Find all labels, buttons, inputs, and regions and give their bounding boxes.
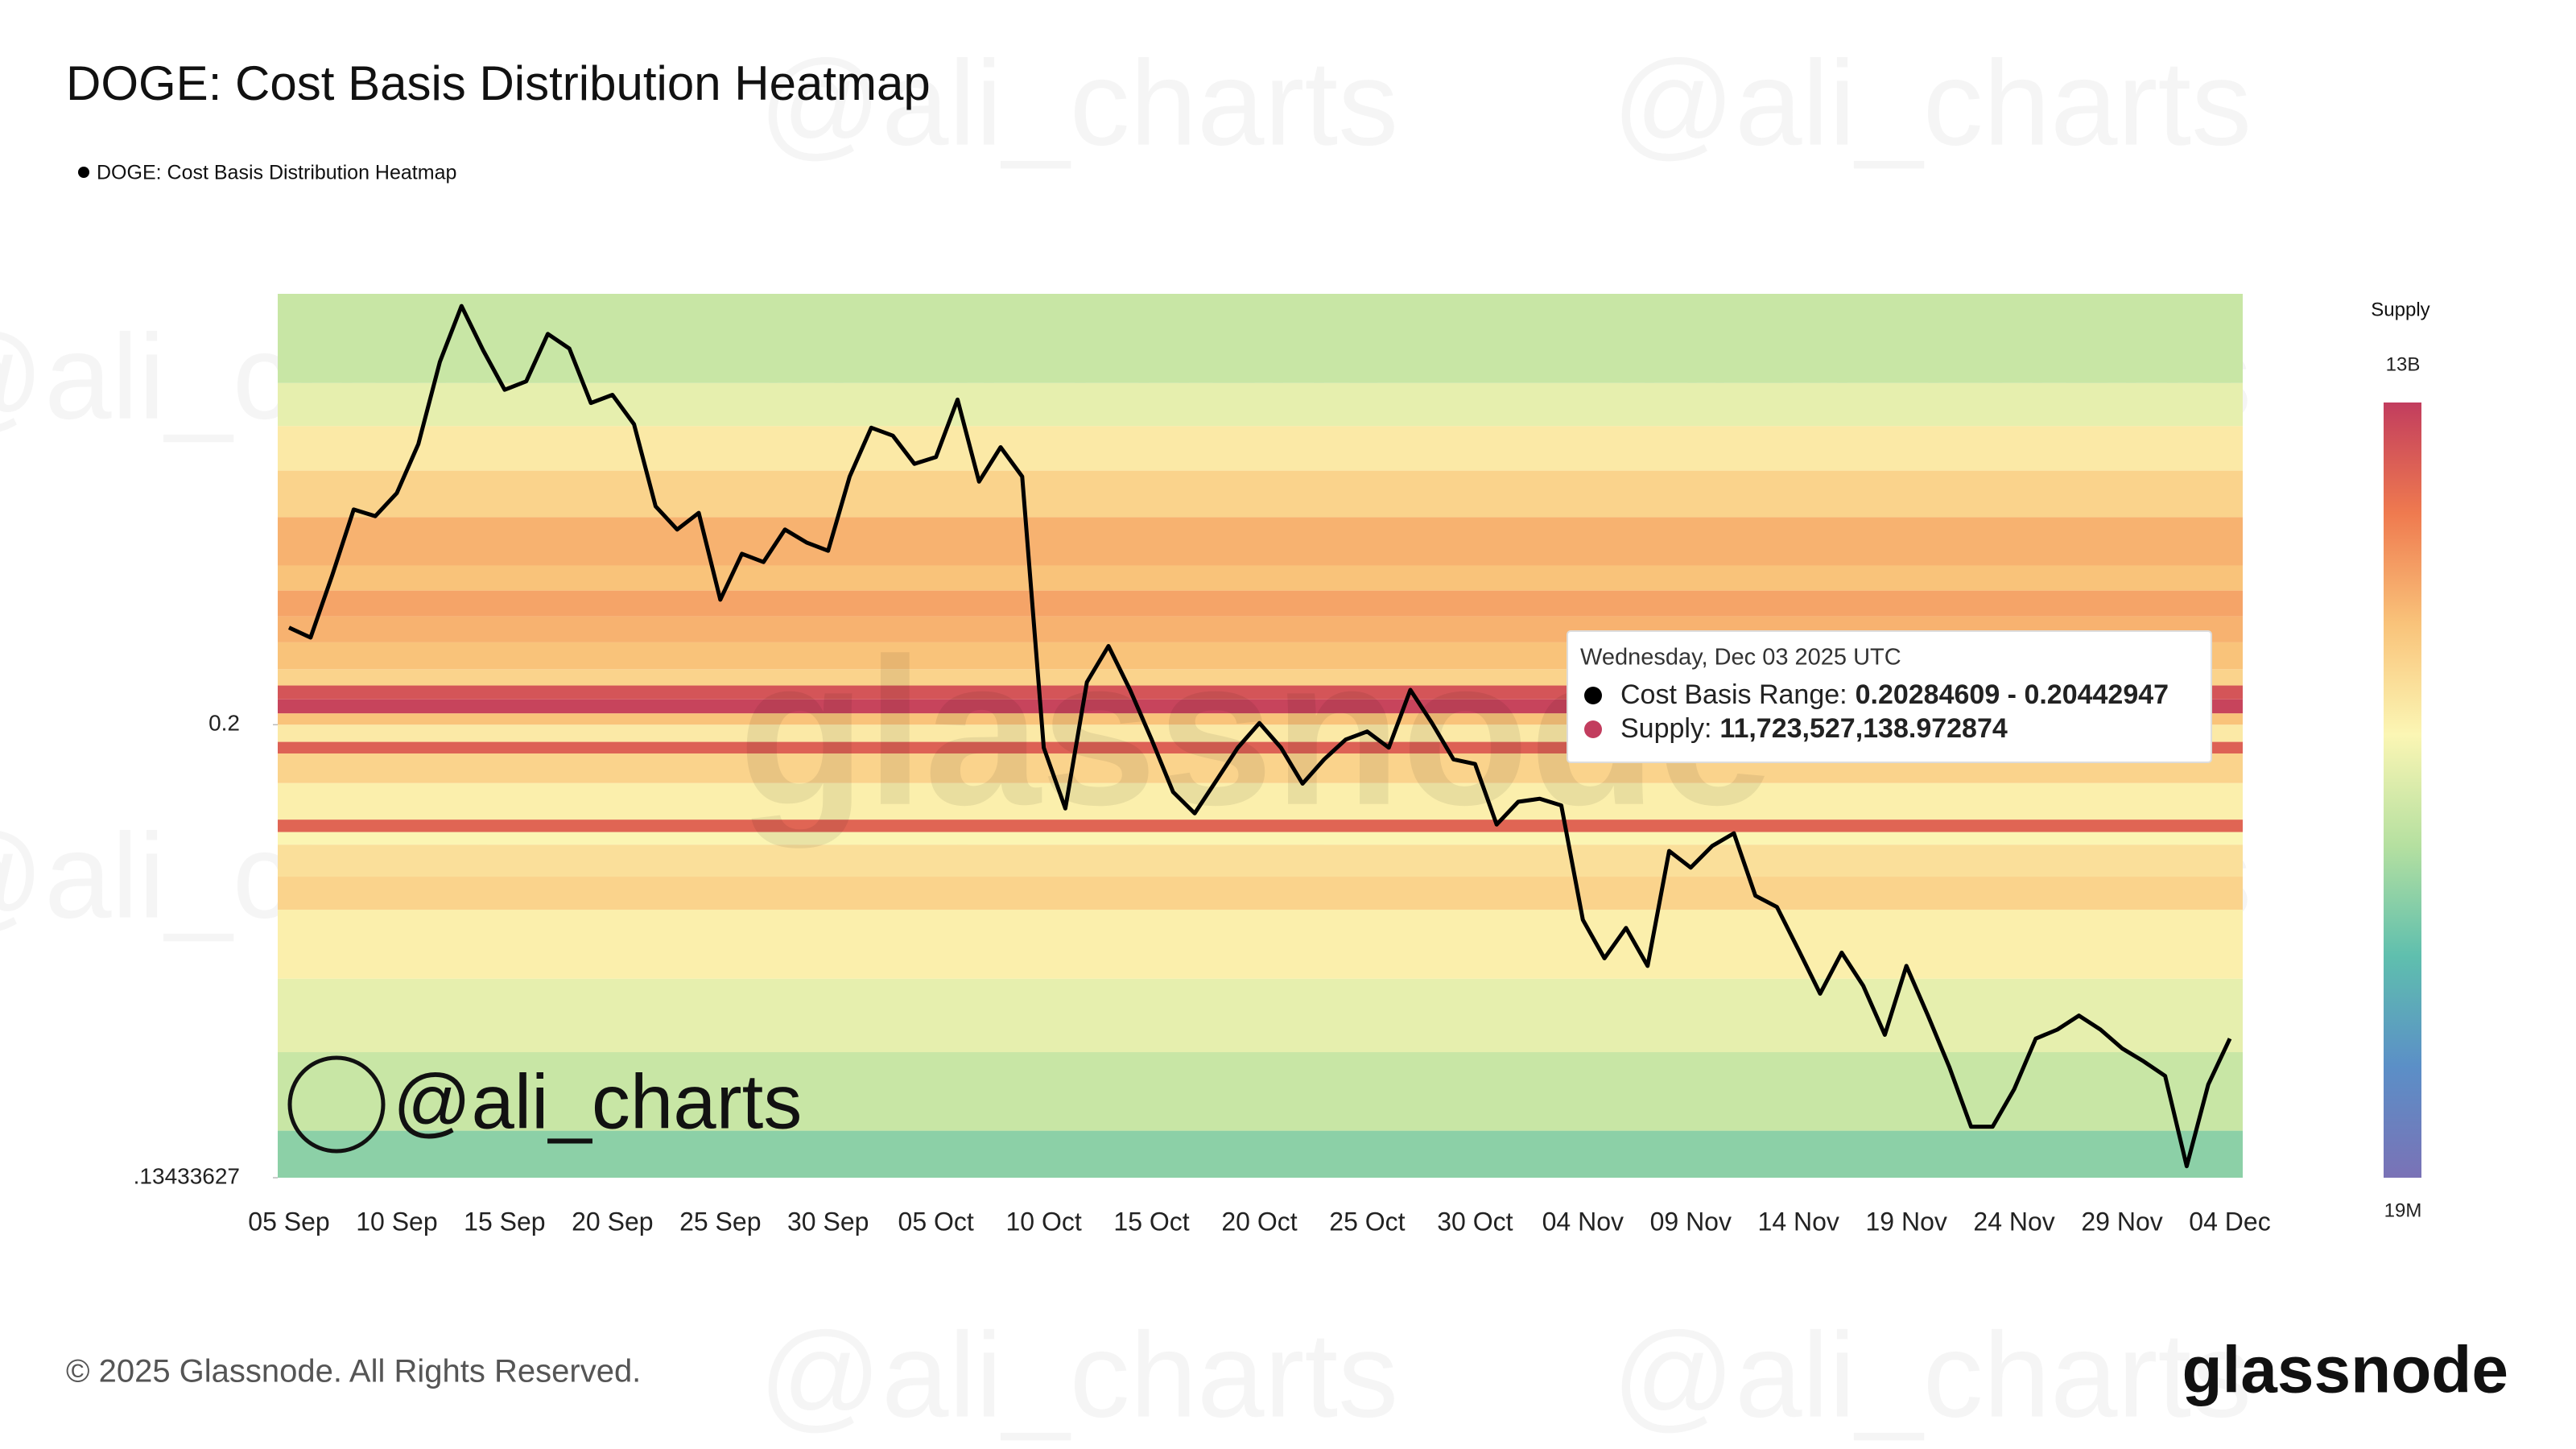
watermark: @ali_charts: [1612, 35, 2252, 171]
tooltip-date: Wednesday, Dec 03 2025 UTC: [1580, 645, 1901, 671]
colorbar: [2384, 402, 2421, 1178]
y-tick-label: 0.2: [208, 711, 240, 736]
heatmap-cell: [278, 382, 2243, 427]
heatmap-cell: [278, 819, 2243, 832]
watermark: @ali_charts: [759, 35, 1398, 171]
x-tick-label: 25 Sep: [679, 1207, 761, 1236]
heatmap-cell: [278, 782, 2243, 820]
x-tick-label: 09 Nov: [1650, 1207, 1732, 1236]
heatmap-cell: [278, 565, 2243, 591]
tooltip-range: Cost Basis Range: 0.20284609 - 0.20442947: [1620, 679, 2169, 710]
heatmap-cell: [278, 1130, 2243, 1178]
copyright: © 2025 Glassnode. All Rights Reserved.: [66, 1354, 641, 1389]
x-tick-label: 04 Dec: [2189, 1207, 2270, 1236]
colorbar-tick-label: 19M: [2384, 1199, 2422, 1221]
tooltip-dot: [1584, 720, 1602, 738]
author-handle: @ali_charts: [393, 1059, 802, 1145]
colorbar-tick-label: 13B: [2386, 353, 2421, 375]
heatmap-cell: [278, 1052, 2243, 1131]
y-tick-label: .13433627: [134, 1163, 240, 1188]
heatmap-cell: [278, 832, 2243, 845]
foreground: .13433627 0.2 05 Sep 10 Sep 15 Sep 20 Sep 25 S…: [134, 303, 2422, 1236]
x-tick-label: 05 Oct: [898, 1207, 974, 1236]
x-tick-label: 10 Oct: [1005, 1207, 1081, 1236]
heatmap-cell: [278, 590, 2243, 617]
heatmap-cell: [278, 294, 2243, 383]
x-tick-label: 30 Oct: [1437, 1207, 1513, 1236]
tooltip-range-label: Cost Basis Range:: [1620, 679, 1847, 710]
legend-label: DOGE: Cost Basis Distribution Heatmap: [97, 162, 456, 184]
price-line: [287, 303, 2232, 1169]
heatmap-cell: [278, 426, 2243, 471]
author-avatar: [287, 1055, 386, 1154]
x-tick-label: 05 Sep: [248, 1207, 329, 1236]
x-tick-label: 20 Sep: [572, 1207, 653, 1236]
heatmap-cell: [278, 470, 2243, 518]
x-tick-label: 14 Nov: [1758, 1207, 1839, 1236]
heatmap-cell: [278, 978, 2243, 1053]
x-tick-label: 04 Nov: [1542, 1207, 1624, 1236]
tooltip-box: [1567, 630, 2212, 763]
watermark: @ali_charts: [1612, 1307, 2252, 1443]
x-tick-label: 15 Oct: [1113, 1207, 1189, 1236]
watermark: @ali_charts: [759, 1307, 1398, 1443]
heatmap: [278, 294, 2243, 1178]
x-tick-label: 24 Nov: [1973, 1207, 2054, 1236]
tooltip-range-value: 0.20284609 - 0.20442947: [1856, 679, 2169, 710]
x-tick-label: 19 Nov: [1865, 1207, 1946, 1236]
colorbar-title: Supply: [2371, 299, 2429, 320]
x-tick-label: 15 Sep: [464, 1207, 545, 1236]
heatmap-cell: [278, 910, 2243, 979]
brand-logo: glassnode: [2182, 1334, 2508, 1407]
x-tick-label: 20 Oct: [1221, 1207, 1297, 1236]
x-tick-label: 10 Sep: [356, 1207, 437, 1236]
tooltip-dot: [1584, 687, 1602, 704]
x-tick-label: 30 Sep: [787, 1207, 869, 1236]
heatmap-cell: [278, 877, 2243, 910]
chart-title: DOGE: Cost Basis Distribution Heatmap: [66, 56, 931, 110]
legend-dot: [78, 167, 89, 178]
x-tick-label: 25 Oct: [1329, 1207, 1405, 1236]
tooltip-supply-value: 11,723,527,138.972874: [1719, 713, 2007, 744]
tooltip-supply: Supply: 11,723,527,138.972874: [1620, 713, 2008, 744]
tooltip: Wednesday, Dec 03 2025 UTC Cost Basis Ran…: [1567, 630, 2212, 763]
tooltip-supply-label: Supply:: [1620, 713, 1711, 744]
heatmap-cell: [278, 844, 2243, 877]
x-tick-label: 29 Nov: [2081, 1207, 2162, 1236]
heatmap-cell: [278, 517, 2243, 566]
